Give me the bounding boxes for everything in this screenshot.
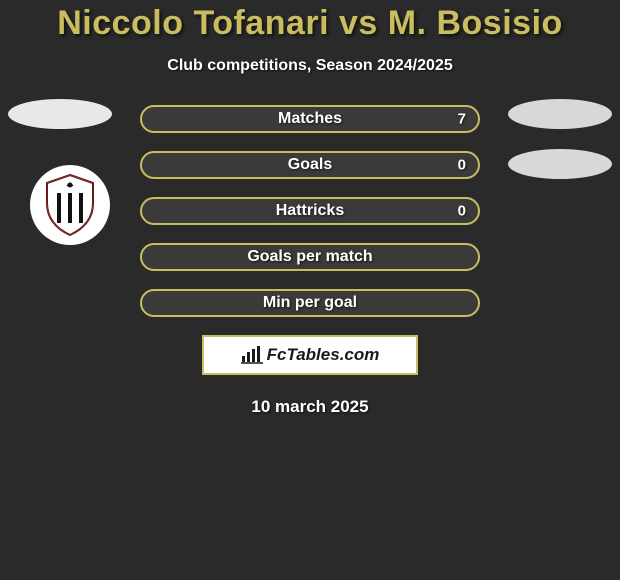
stat-label: Min per goal (263, 294, 357, 312)
page-title: Niccolo Tofanari vs M. Bosisio (0, 0, 620, 43)
stat-row: Goals 0 (140, 151, 480, 179)
bar-chart-icon (241, 346, 263, 364)
stat-value-right: 0 (458, 203, 466, 220)
player2-oval-mid (508, 149, 612, 179)
stat-label: Matches (278, 110, 342, 128)
stats-container: Matches 7 Goals 0 Hattricks 0 Goals per … (0, 105, 620, 417)
stat-rows: Matches 7 Goals 0 Hattricks 0 Goals per … (140, 105, 480, 317)
stat-row: Matches 7 (140, 105, 480, 133)
player2-oval-top (508, 99, 612, 129)
stat-value-right: 7 (458, 111, 466, 128)
stat-label: Goals (288, 156, 332, 174)
branding-box: FcTables.com (202, 335, 418, 375)
stat-row: Goals per match (140, 243, 480, 271)
date-line: 10 march 2025 (0, 397, 620, 417)
shield-icon (43, 173, 97, 237)
player1-oval-top (8, 99, 112, 129)
stat-label: Hattricks (276, 202, 344, 220)
stat-row: Min per goal (140, 289, 480, 317)
season-subtitle: Club competitions, Season 2024/2025 (0, 57, 620, 75)
branding-text: FcTables.com (267, 345, 380, 365)
stat-row: Hattricks 0 (140, 197, 480, 225)
stat-value-right: 0 (458, 157, 466, 174)
club-badge (30, 165, 110, 245)
stat-label: Goals per match (247, 248, 372, 266)
